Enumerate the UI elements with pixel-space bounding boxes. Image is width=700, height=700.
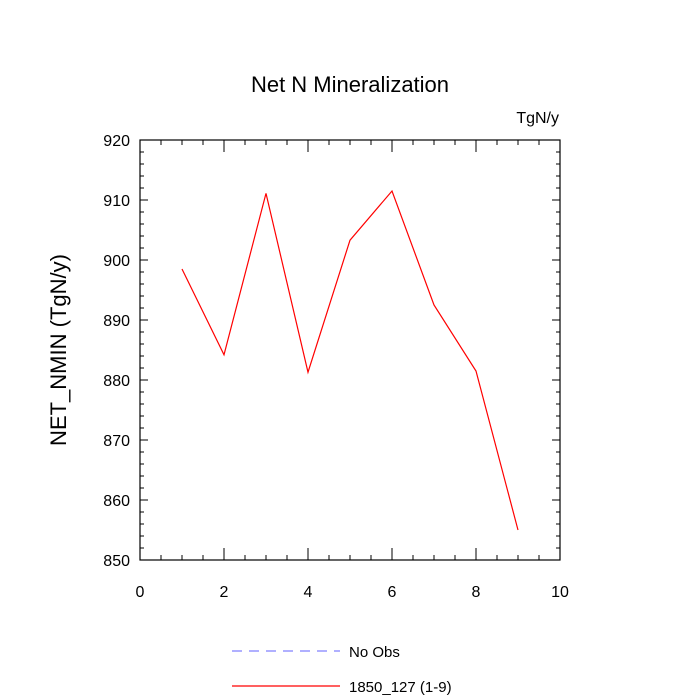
y-tick-label: 890 <box>103 313 130 330</box>
y-tick-label: 920 <box>103 133 130 150</box>
y-axis-ticks: 850 860 870 880 890 900 910 920 <box>103 133 560 570</box>
x-tick-label: 4 <box>304 584 313 601</box>
chart-title: Net N Mineralization <box>251 72 449 97</box>
series-line-1 <box>181 189 519 531</box>
legend-label-1850-127: 1850_127 (1-9) <box>349 679 452 696</box>
x-tick-label: 0 <box>136 584 145 601</box>
y-tick-label: 900 <box>103 253 130 270</box>
units-label: TgN/y <box>516 110 559 127</box>
y-tick-label: 850 <box>103 553 130 570</box>
series-layer <box>181 189 519 531</box>
x-tick-label: 10 <box>551 584 569 601</box>
plot-frame <box>139 139 561 561</box>
y-tick-label: 870 <box>103 433 130 450</box>
x-tick-label: 2 <box>220 584 229 601</box>
legend: No Obs 1850_127 (1-9) <box>232 644 452 696</box>
y-tick-label: 860 <box>103 493 130 510</box>
y-tick-label: 880 <box>103 373 130 390</box>
y-axis-label: NET_NMIN (TgN/y) <box>46 254 71 446</box>
y-tick-label: 910 <box>103 193 130 210</box>
x-tick-label: 6 <box>388 584 397 601</box>
legend-label-no-obs: No Obs <box>349 644 400 661</box>
x-tick-label: 8 <box>472 584 481 601</box>
x-axis-ticks: 0 2 4 6 8 10 <box>136 140 569 601</box>
